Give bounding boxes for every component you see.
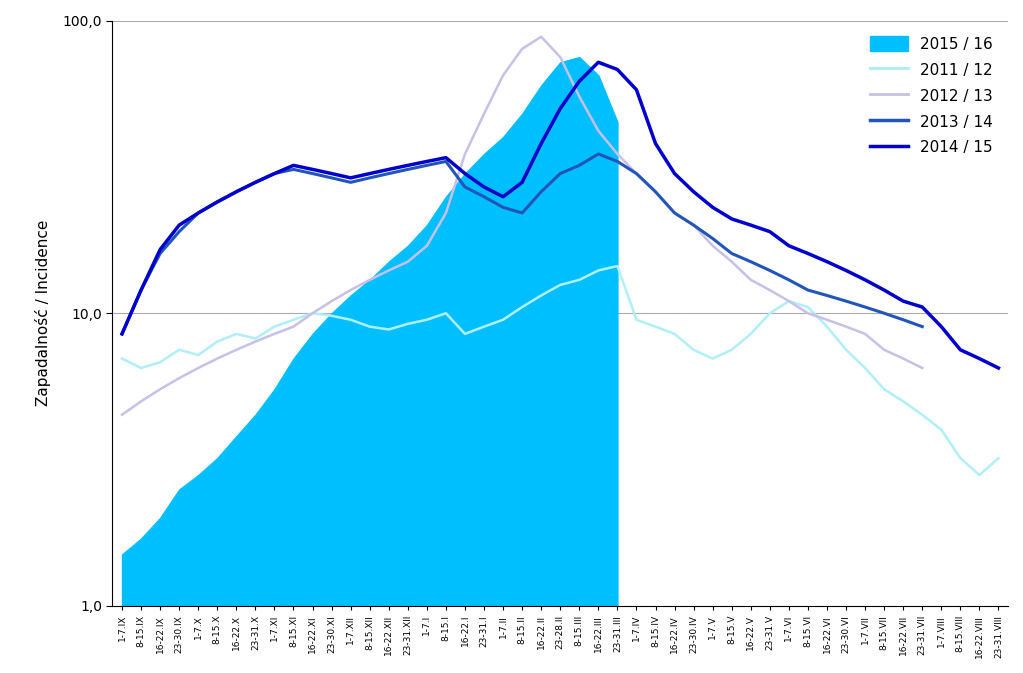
Legend: 2015 / 16, 2011 / 12, 2012 / 13, 2013 / 14, 2014 / 15: 2015 / 16, 2011 / 12, 2012 / 13, 2013 / … <box>862 28 1000 163</box>
Y-axis label: Zapadalność / Incidence: Zapadalność / Incidence <box>36 220 51 406</box>
